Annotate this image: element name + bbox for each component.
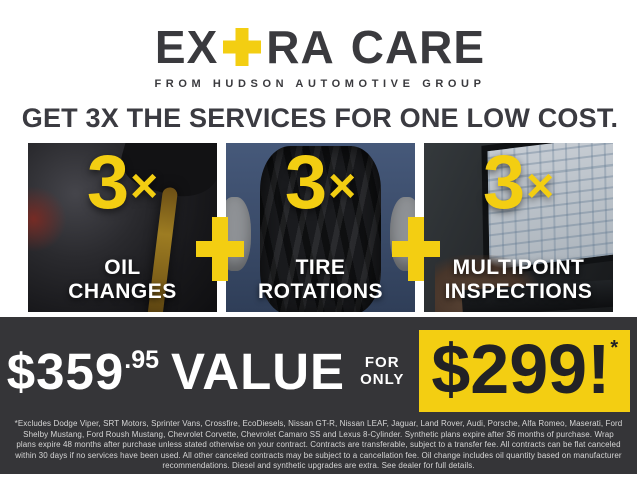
laptop-inspection-photo: [424, 143, 613, 312]
plus-icon: [392, 217, 440, 281]
glove-left-graphic: [226, 197, 251, 272]
value-word: VALUE: [171, 342, 346, 400]
footnote-marker: *: [610, 337, 619, 359]
multiplier-oil: 3 ×: [86, 143, 159, 225]
panel-tire-rotations: 3 × TIRE ROTATIONS: [226, 143, 415, 312]
brand-logo: EX RA CARE FROM HUDSON AUTOMOTIVE GROUP: [0, 24, 640, 90]
panel-label-oil-changes: OIL CHANGES: [68, 255, 177, 303]
times-icon: ×: [328, 159, 357, 213]
brand-logo-wordmark: EX RA CARE: [0, 24, 640, 70]
sale-price-badge: $299! *: [419, 330, 631, 412]
logo-text-suffix-word1: RA: [266, 21, 335, 73]
panel-label-tire-rotations: TIRE ROTATIONS: [257, 255, 384, 303]
logo-text-suffix-word2: CARE: [350, 21, 486, 73]
logo-text-prefix: EX: [154, 21, 219, 73]
for-only-label: FOR ONLY: [360, 353, 405, 388]
plus-icon: [223, 28, 262, 66]
value-price: $359 .95 VALUE: [7, 346, 345, 397]
times-icon: ×: [526, 159, 555, 213]
service-panels-row: 3 × OIL CHANGES 3 ×: [28, 143, 613, 312]
multiplier-inspections: 3 ×: [482, 143, 555, 225]
disclaimer-text: *Excludes Dodge Viper, SRT Motors, Sprin…: [14, 419, 623, 471]
headline: GET 3X THE SERVICES FOR ONE LOW COST.: [21, 103, 619, 133]
value-cents: .95: [124, 345, 160, 374]
tire-hold-photo: [226, 143, 415, 312]
tire-graphic: [260, 146, 381, 312]
sale-price: $299!: [431, 330, 611, 408]
offer-bar: $359 .95 VALUE FOR ONLY $299! * *Exclude…: [0, 317, 637, 474]
brand-tagline: FROM HUDSON AUTOMOTIVE GROUP: [154, 78, 486, 90]
multiplier-tire: 3 ×: [284, 143, 357, 225]
panel-label-multipoint-inspections: MULTIPOINT INSPECTIONS: [444, 255, 593, 303]
price-row: $359 .95 VALUE FOR ONLY $299! *: [0, 325, 637, 417]
value-dollars: $359: [6, 342, 125, 400]
panel-multipoint-inspections: 3 × MULTIPOINT INSPECTIONS: [424, 143, 613, 312]
plus-icon: [196, 217, 244, 281]
oil-pour-photo: [28, 143, 217, 312]
times-icon: ×: [130, 159, 159, 213]
panel-oil-changes: 3 × OIL CHANGES: [28, 143, 217, 312]
